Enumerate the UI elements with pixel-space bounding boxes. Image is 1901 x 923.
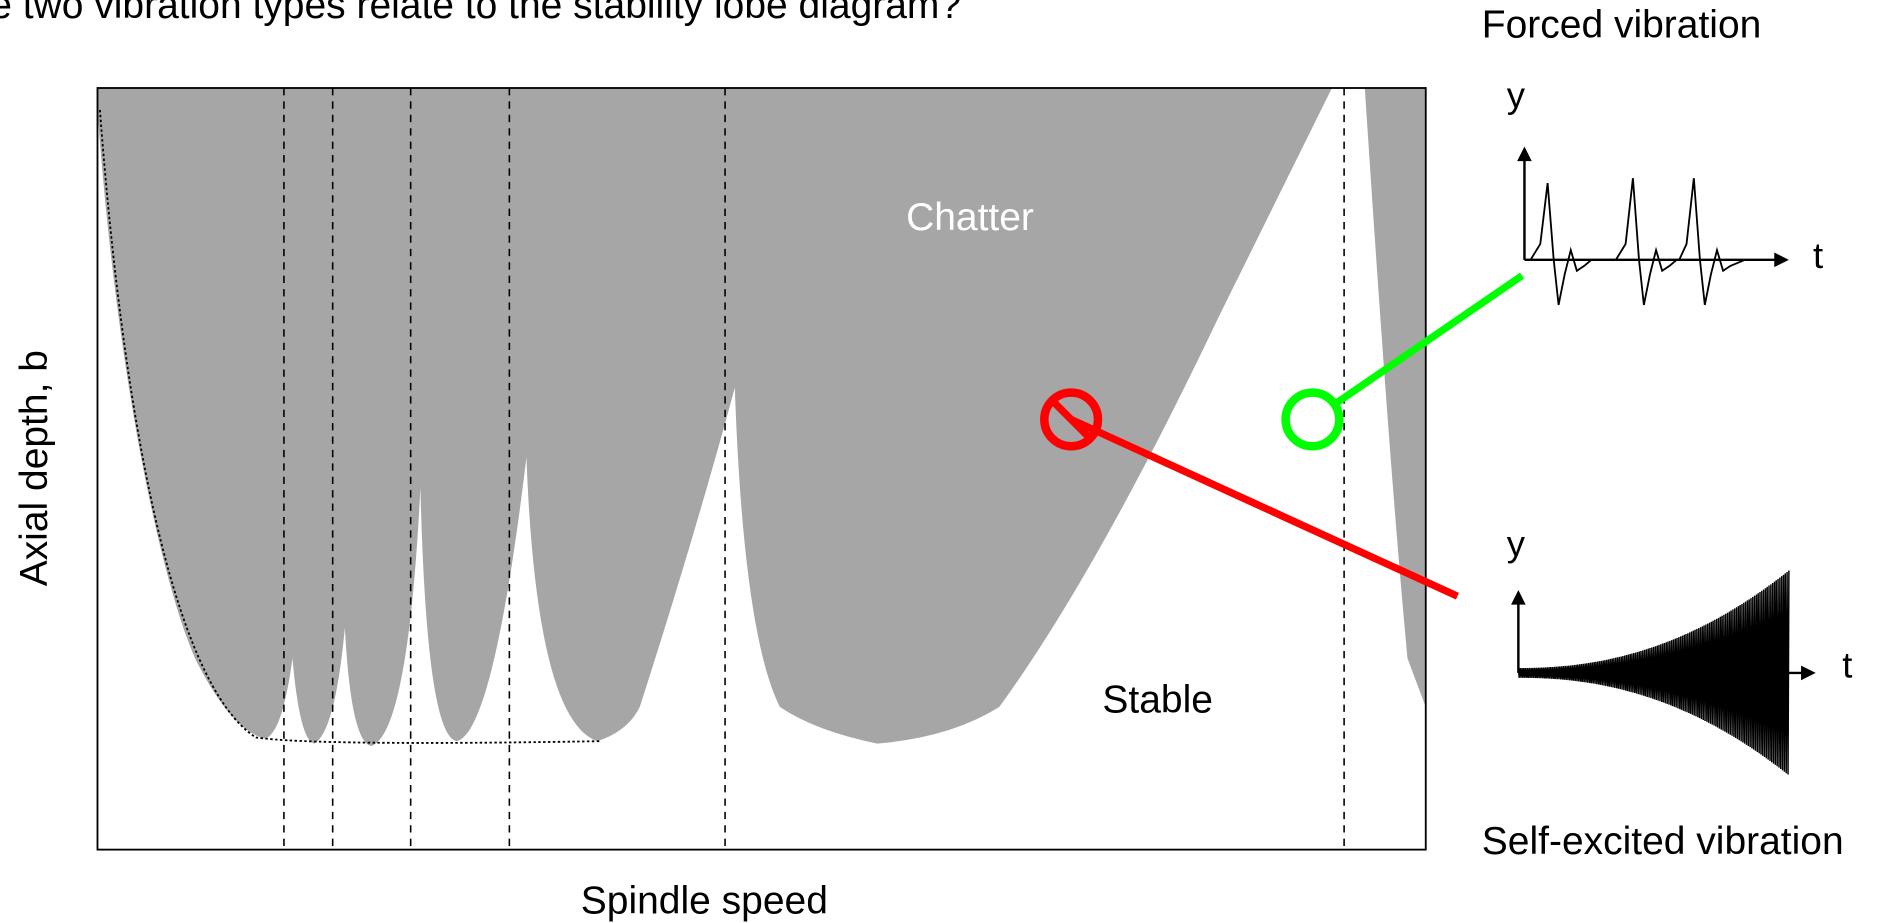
self-y-arrow (1511, 590, 1526, 605)
self-excited-connector (1069, 416, 1459, 600)
forced-t-arrow (1774, 252, 1789, 268)
forced-connector (1310, 272, 1525, 423)
stability-chart: Chatter Stable Spindle speed Axial depth… (13, 87, 1427, 923)
markers (1040, 272, 1525, 600)
chart-frame (96, 87, 1427, 851)
chatter-label: Chatter (906, 196, 1034, 239)
tooth-pass-lines (283, 88, 1345, 850)
self-excited-marker (1040, 388, 1103, 451)
forced-y-label: y (1507, 74, 1526, 115)
stable-area (97, 88, 1426, 850)
forced-waveform (1529, 178, 1746, 306)
stability-limit-dotted (99, 109, 601, 744)
self-t-arrow (1801, 665, 1816, 681)
x-axis-label: Spindle speed (581, 880, 828, 923)
self-excited-inset: y t Self-excited vibration (1482, 523, 1853, 863)
question-text: e two vibration types relate to the stab… (0, 0, 961, 27)
forced-y-arrow (1517, 146, 1532, 162)
forced-title: Forced vibration (1482, 3, 1762, 46)
forced-t-label: t (1813, 235, 1823, 276)
forced-inset: Forced vibration y t (1482, 3, 1823, 306)
self-title: Self-excited vibration (1482, 820, 1844, 863)
self-y-label: y (1507, 523, 1526, 564)
stable-label: Stable (1102, 678, 1213, 721)
self-t-label: t (1842, 645, 1852, 686)
forced-marker (1281, 388, 1344, 451)
y-axis-label: Axial depth, b (13, 350, 56, 586)
self-excited-waveform (1517, 570, 1790, 775)
self-excited-marker-slash (1050, 398, 1093, 441)
